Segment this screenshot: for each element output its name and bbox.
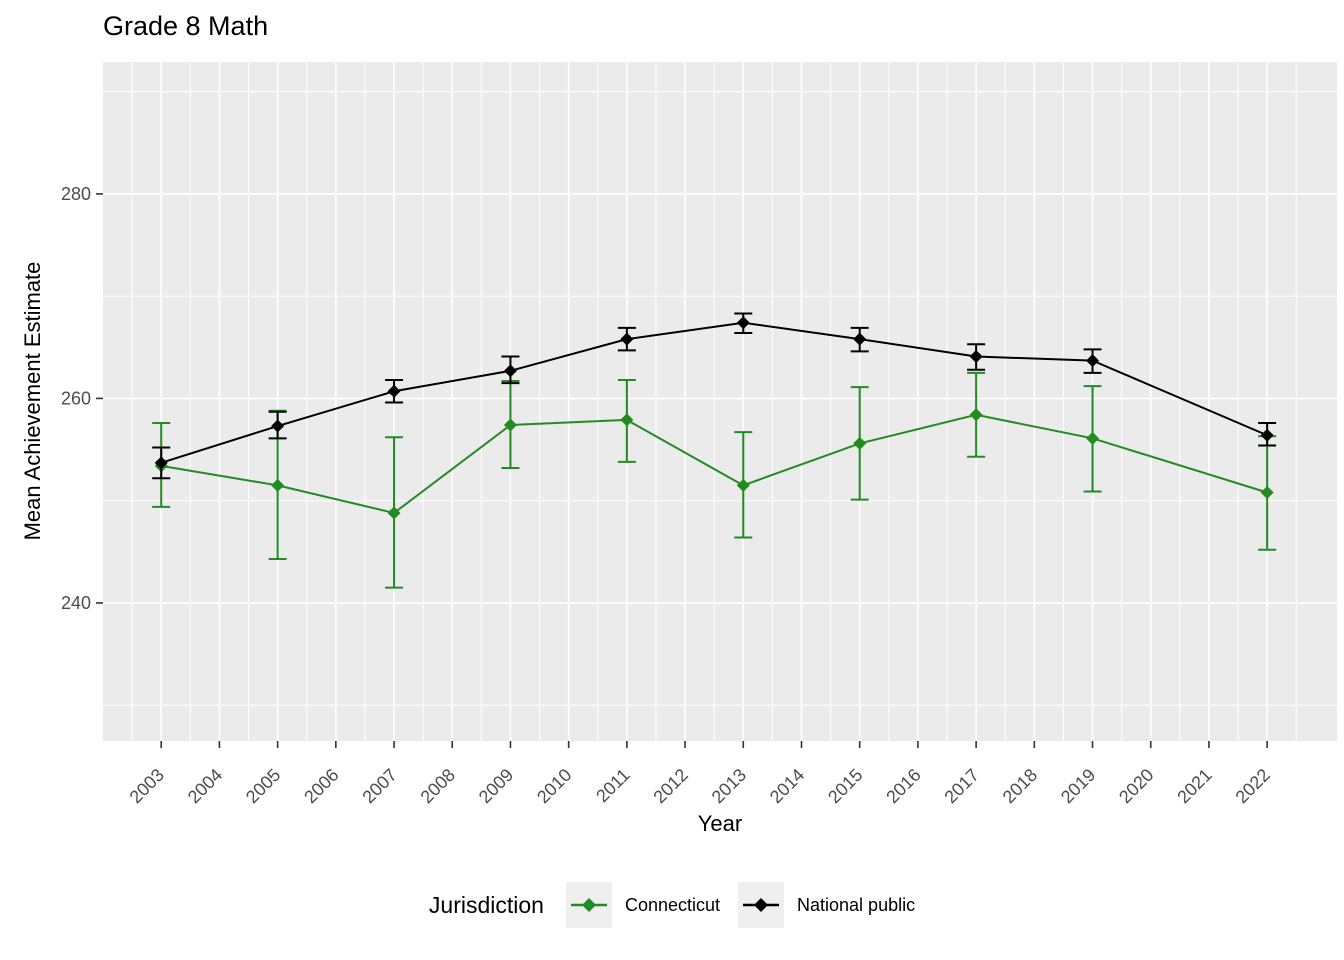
x-tick-label: 2004 <box>184 765 226 807</box>
x-tick-label: 2006 <box>300 765 342 807</box>
data-point-connecticut <box>736 478 750 492</box>
x-tick-label: 2007 <box>358 765 400 807</box>
data-point-connecticut <box>387 506 401 520</box>
legend-label-national-public: National public <box>797 894 916 915</box>
y-tick-label: 280 <box>61 184 91 204</box>
x-tick-label: 2017 <box>940 765 982 807</box>
data-point-national-public <box>503 364 517 378</box>
data-point-national-public <box>620 332 634 346</box>
data-point-connecticut <box>853 436 867 450</box>
legend-item-connecticut: Connecticut <box>565 882 721 928</box>
data-point-national-public <box>271 419 285 433</box>
legend-key-connecticut-icon <box>565 882 612 928</box>
data-point-connecticut <box>620 413 634 427</box>
data-point-connecticut <box>503 418 517 432</box>
y-tick-label: 260 <box>61 388 91 408</box>
x-tick-label: 2008 <box>417 765 459 807</box>
chart-title: Grade 8 Math <box>103 11 269 41</box>
x-tick-label: 2018 <box>999 765 1041 807</box>
data-point-national-public <box>1086 354 1100 368</box>
x-tick-label: 2016 <box>882 765 924 807</box>
legend: Jurisdiction Connecticut National public <box>0 882 1344 928</box>
legend-item-national-public: National public <box>738 882 915 928</box>
data-point-national-public <box>387 384 401 398</box>
data-point-national-public <box>1260 428 1274 442</box>
legend-title: Jurisdiction <box>428 891 544 918</box>
data-point-national-public <box>154 456 168 470</box>
legend-key-national-public-icon <box>738 882 785 928</box>
x-tick-label: 2003 <box>126 765 168 807</box>
x-tick-label: 2013 <box>708 765 750 807</box>
x-tick-label: 2009 <box>475 765 517 807</box>
y-tick-label: 240 <box>61 593 91 613</box>
data-point-national-public <box>853 332 867 346</box>
data-point-national-public <box>736 316 750 330</box>
x-tick-label: 2015 <box>824 765 866 807</box>
data-point-connecticut <box>1086 431 1100 445</box>
x-axis-title: Year <box>697 811 743 836</box>
data-point-national-public <box>969 350 983 364</box>
x-tick-label: 2011 <box>592 765 634 807</box>
series-line-connecticut <box>161 413 1268 515</box>
legend-label-connecticut: Connecticut <box>624 894 721 915</box>
x-tick-label: 2005 <box>242 765 284 807</box>
x-tick-label: 2012 <box>649 765 691 807</box>
x-tick-label: 2022 <box>1232 765 1274 807</box>
x-tick-label: 2021 <box>1173 765 1215 807</box>
data-point-connecticut <box>271 478 285 492</box>
x-tick-label: 2010 <box>533 765 575 807</box>
data-point-connecticut <box>1260 486 1274 500</box>
panel-background <box>103 62 1337 741</box>
data-point-connecticut <box>969 408 983 422</box>
x-tick-label: 2014 <box>766 765 808 807</box>
x-tick-label: 2019 <box>1057 765 1099 807</box>
series-line-national-public <box>160 321 1268 464</box>
x-tick-label: 2020 <box>1115 765 1157 807</box>
